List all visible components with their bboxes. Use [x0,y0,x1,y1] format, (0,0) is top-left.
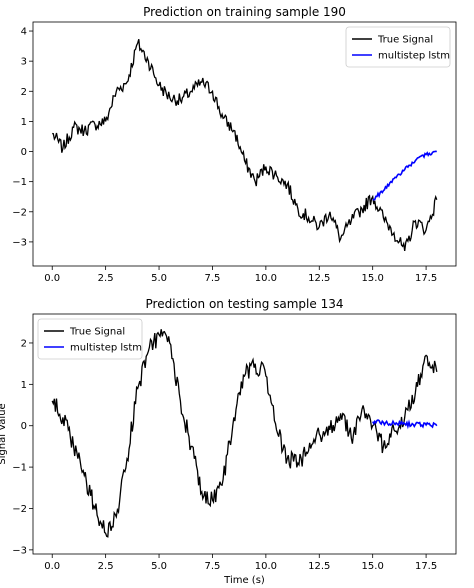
x-tick-label: 2.5 [98,273,114,284]
legend-label: multistep lstm [378,51,450,62]
x-tick-label: 7.5 [205,273,221,284]
x-tick-label: 17.5 [415,273,437,284]
x-tick-label: 2.5 [98,561,114,572]
chart-panel-2: Prediction on testing sample 134 0.0 2.5 5.… [0,297,457,586]
x-tick-label: 17.5 [415,561,437,572]
series-line-multistep-lstm [372,419,438,430]
x-tick-label: 10.0 [255,561,277,572]
y-tick-label: 3 [21,57,27,68]
series-line-true-signal [52,39,438,251]
y-tick-label: −3 [12,237,27,248]
x-tick-label: 12.5 [308,561,330,572]
y-axis-label: Signal Value [0,403,8,464]
series-line-multistep-lstm [372,150,437,201]
legend: True Signal multistep lstm [37,318,143,360]
plot-frame [32,21,457,267]
y-tick-label: 0 [21,147,27,158]
x-tick-label: 0.0 [44,273,60,284]
legend-label: multistep lstm [70,343,142,354]
x-tick-label: 10.0 [255,273,277,284]
legend-label: True Signal [377,35,433,46]
chart-title: Prediction on testing sample 134 [146,297,344,311]
legend-box [345,26,451,68]
x-tick-label: 0.0 [44,561,60,572]
y-tick-label: −1 [12,463,27,474]
legend-label: True Signal [69,327,125,338]
chart-title: Prediction on training sample 190 [143,5,346,19]
x-tick-label: 7.5 [205,561,221,572]
legend: True Signal multistep lstm [345,26,451,68]
plot-frame [32,313,457,555]
series-line-true-signal [51,329,438,538]
y-tick-label: 0 [21,421,27,432]
y-tick-label: −2 [12,504,27,515]
x-tick-label: 12.5 [308,273,330,284]
x-tick-label: 15.0 [362,561,384,572]
x-tick-label: 15.0 [362,273,384,284]
y-tick-label: 4 [21,27,27,38]
y-tick-label: −2 [12,207,27,218]
legend-box [37,318,143,360]
y-tick-label: −3 [12,545,27,556]
y-tick-label: 2 [21,87,27,98]
x-tick-label: 5.0 [151,273,167,284]
y-tick-label: 2 [21,338,27,349]
y-tick-label: 1 [21,380,27,391]
y-tick-label: 1 [21,117,27,128]
chart-panel-1: Prediction on training sample 190 0.0 2.5 5… [12,5,457,284]
x-tick-label: 5.0 [151,561,167,572]
y-tick-label: −1 [12,177,27,188]
x-axis-label: Time (s) [223,575,265,586]
